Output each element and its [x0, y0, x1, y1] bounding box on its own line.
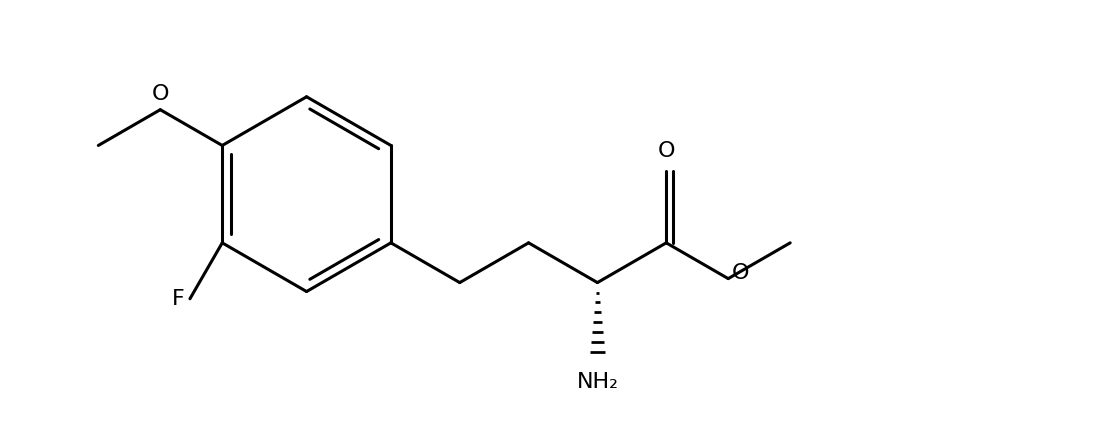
Text: F: F — [172, 289, 185, 309]
Text: NH₂: NH₂ — [576, 372, 618, 392]
Text: O: O — [152, 84, 169, 104]
Text: O: O — [732, 262, 749, 283]
Text: O: O — [658, 141, 676, 161]
